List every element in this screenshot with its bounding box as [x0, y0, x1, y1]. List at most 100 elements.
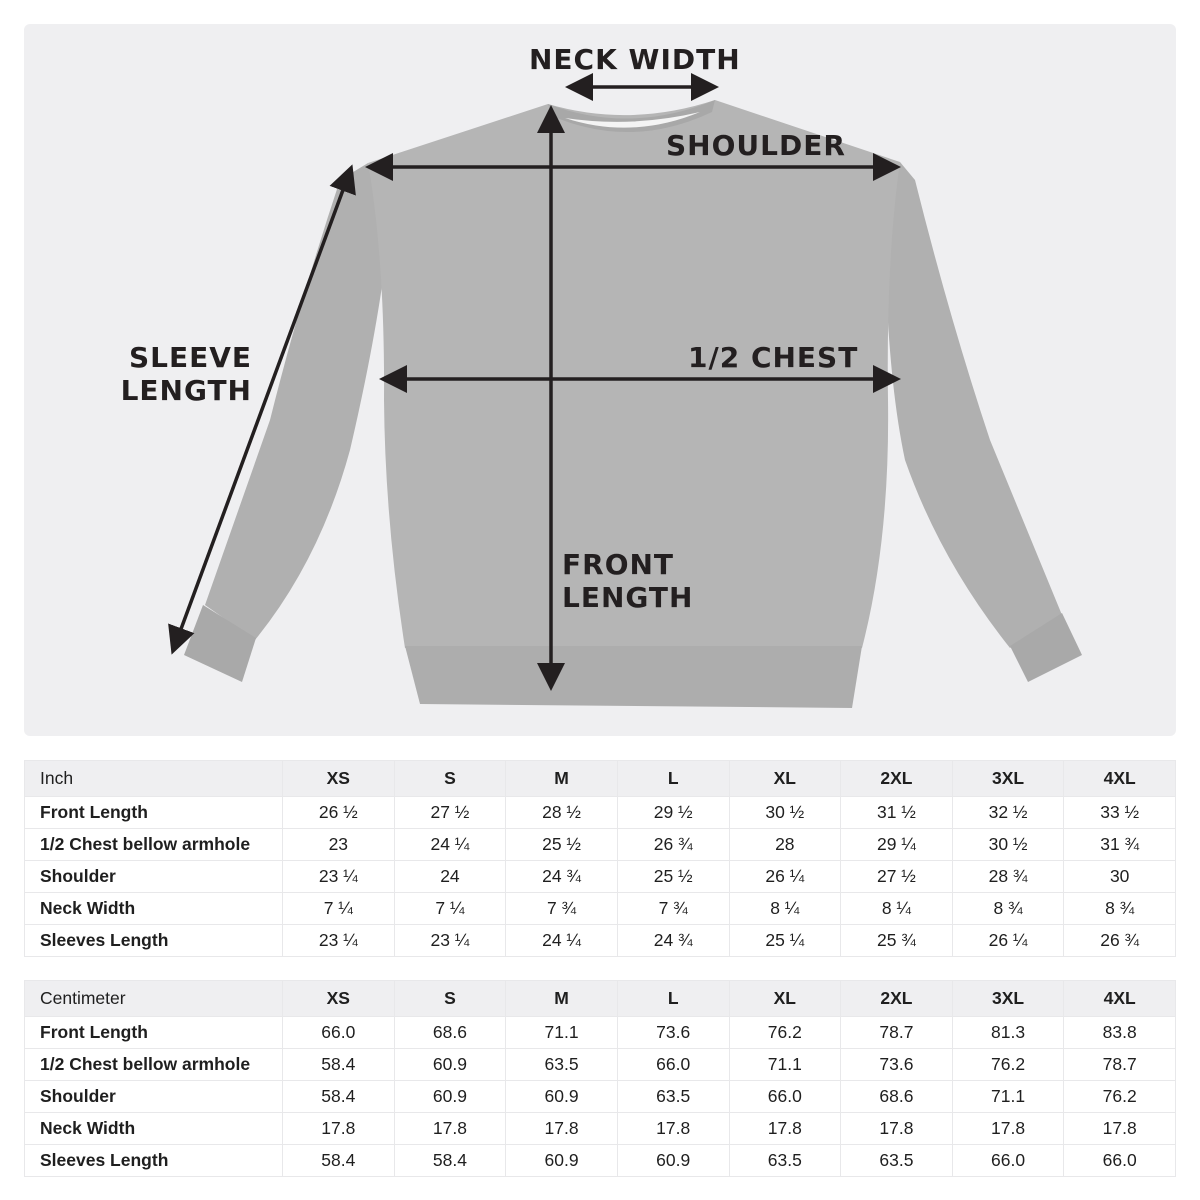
measurement-cell: 7 ¼: [393, 892, 507, 925]
right-cuff: [1010, 613, 1082, 682]
measurement-cell: 76.2: [728, 1016, 842, 1049]
hem-band: [405, 646, 862, 708]
measurement-cell: 71.1: [728, 1048, 842, 1081]
measurement-cell: 28 ¾: [951, 860, 1065, 893]
measurement-cell: 31 ½: [840, 796, 953, 829]
measurement-cell: 58.4: [282, 1048, 395, 1081]
measurement-cell: 25 ¾: [840, 924, 953, 957]
measurement-cell: 17.8: [282, 1112, 395, 1145]
size-header: M: [505, 980, 618, 1017]
sleeve-length-label-line1: SLEEVE: [128, 341, 252, 374]
measurement-cell: 58.4: [393, 1144, 507, 1177]
measurement-cell: 63.5: [616, 1080, 730, 1113]
measurement-cell: 24 ¼: [505, 924, 618, 957]
size-header: 4XL: [1063, 760, 1176, 797]
measurement-cell: 23 ¼: [393, 924, 507, 957]
measurement-cell: 30 ½: [728, 796, 842, 829]
measurement-cell: 28 ½: [505, 796, 618, 829]
table-row: Shoulder 23 ¼ 24 24 ¾ 25 ½ 26 ¼ 27 ½ 28 ¾ 30: [24, 860, 1176, 893]
measurement-cell: 26 ½: [282, 796, 395, 829]
sweatshirt-diagram: [168, 73, 1082, 708]
measurement-cell: 66.0: [1063, 1144, 1176, 1177]
measurement-cell: 7 ¾: [616, 892, 730, 925]
measurement-cell: 24: [393, 860, 507, 893]
measurement-cell: 73.6: [616, 1016, 730, 1049]
sleeve-length-label-line2: LENGTH: [120, 374, 252, 407]
measurement-cell: 26 ¼: [951, 924, 1065, 957]
measurement-cell: 7 ¼: [282, 892, 395, 925]
measurement-cell: 25 ¼: [728, 924, 842, 957]
measurement-cell: 60.9: [505, 1080, 618, 1113]
measurement-cell: 66.0: [951, 1144, 1065, 1177]
front-length-label-line1: FRONT: [562, 548, 675, 581]
size-header: S: [393, 980, 507, 1017]
size-header: 3XL: [951, 980, 1065, 1017]
table-row: Neck Width 17.8 17.8 17.8 17.8 17.8 17.8 17.8 17…: [24, 1112, 1176, 1145]
shoulder-label: SHOULDER: [666, 129, 846, 162]
half-chest-label: 1/2 CHEST: [688, 341, 859, 374]
measurement-cell: 23: [282, 828, 395, 861]
front-length-label-line2: LENGTH: [562, 581, 694, 614]
right-sleeve: [885, 162, 1062, 648]
row-label: Shoulder: [24, 1080, 283, 1113]
measurement-cell: 76.2: [951, 1048, 1065, 1081]
measurement-cell: 8 ¾: [1063, 892, 1176, 925]
measurement-cell: 60.9: [505, 1144, 618, 1177]
measurement-cell: 78.7: [1063, 1048, 1176, 1081]
measurement-cell: 25 ½: [616, 860, 730, 893]
size-header: XL: [728, 980, 842, 1017]
size-header: M: [505, 760, 618, 797]
measurement-cell: 60.9: [393, 1048, 507, 1081]
measurement-cell: 26 ¼: [728, 860, 842, 893]
size-header: 2XL: [840, 760, 953, 797]
inner-neck: [565, 112, 700, 128]
measurement-cell: 24 ¾: [505, 860, 618, 893]
measurement-cell: 60.9: [393, 1080, 507, 1113]
measurement-cell: 8 ¼: [728, 892, 842, 925]
inch-size-table: Inch XS S M L XL 2XL 3XL 4XL Front Length 26 ½ 27 ½…: [24, 760, 1176, 957]
measurement-cell: 26 ¾: [616, 828, 730, 861]
row-label: Neck Width: [24, 1112, 283, 1145]
table-row: Front Length 66.0 68.6 71.1 73.6 76.2 78.7 81.3…: [24, 1016, 1176, 1049]
table-row: 1/2 Chest bellow armhole 58.4 60.9 63.5 66.0…: [24, 1048, 1176, 1081]
size-header: S: [393, 760, 507, 797]
header-row: Inch XS S M L XL 2XL 3XL 4XL: [24, 760, 1176, 797]
measurement-cell: 33 ½: [1063, 796, 1176, 829]
measurement-cell: 71.1: [951, 1080, 1065, 1113]
row-label: 1/2 Chest bellow armhole: [24, 1048, 283, 1081]
measurement-cell: 17.8: [728, 1112, 842, 1145]
measurement-cell: 17.8: [1063, 1112, 1176, 1145]
row-label: Neck Width: [24, 892, 283, 925]
measurement-cell: 23 ¼: [282, 860, 395, 893]
measurement-cell: 30: [1063, 860, 1176, 893]
sleeve-length-label: SLEEVE LENGTH: [121, 341, 252, 407]
measurement-cell: 25 ½: [505, 828, 618, 861]
sleeve-length-arrow: [168, 164, 356, 655]
measurement-cell: 66.0: [728, 1080, 842, 1113]
measurement-cell: 17.8: [840, 1112, 953, 1145]
size-header: XL: [728, 760, 842, 797]
row-label: Front Length: [24, 1016, 283, 1049]
measurement-cell: 23 ¼: [282, 924, 395, 957]
measurement-cell: 58.4: [282, 1080, 395, 1113]
measurement-cell: 24 ¾: [616, 924, 730, 957]
measurement-cell: 28: [728, 828, 842, 861]
measurement-cell: 17.8: [393, 1112, 507, 1145]
row-label: Shoulder: [24, 860, 283, 893]
table-row: Shoulder 58.4 60.9 60.9 63.5 66.0 68.6 71.1 76.2: [24, 1080, 1176, 1113]
table-row: Sleeves Length 23 ¼ 23 ¼ 24 ¼ 24 ¾ 25 ¼ 25 ¾ 26…: [24, 924, 1176, 957]
measurement-cell: 68.6: [840, 1080, 953, 1113]
size-header: 3XL: [951, 760, 1065, 797]
unit-header: Inch: [24, 760, 283, 797]
measurement-cell: 8 ¼: [840, 892, 953, 925]
measurement-cell: 17.8: [616, 1112, 730, 1145]
measurement-cell: 76.2: [1063, 1080, 1176, 1113]
measurement-cell: 17.8: [505, 1112, 618, 1145]
measurement-cell: 63.5: [505, 1048, 618, 1081]
measurement-cell: 27 ½: [393, 796, 507, 829]
row-label: Sleeves Length: [24, 924, 283, 957]
measurement-cell: 60.9: [616, 1144, 730, 1177]
measurement-cell: 66.0: [282, 1016, 395, 1049]
measurement-cell: 26 ¾: [1063, 924, 1176, 957]
measurement-cell: 63.5: [728, 1144, 842, 1177]
